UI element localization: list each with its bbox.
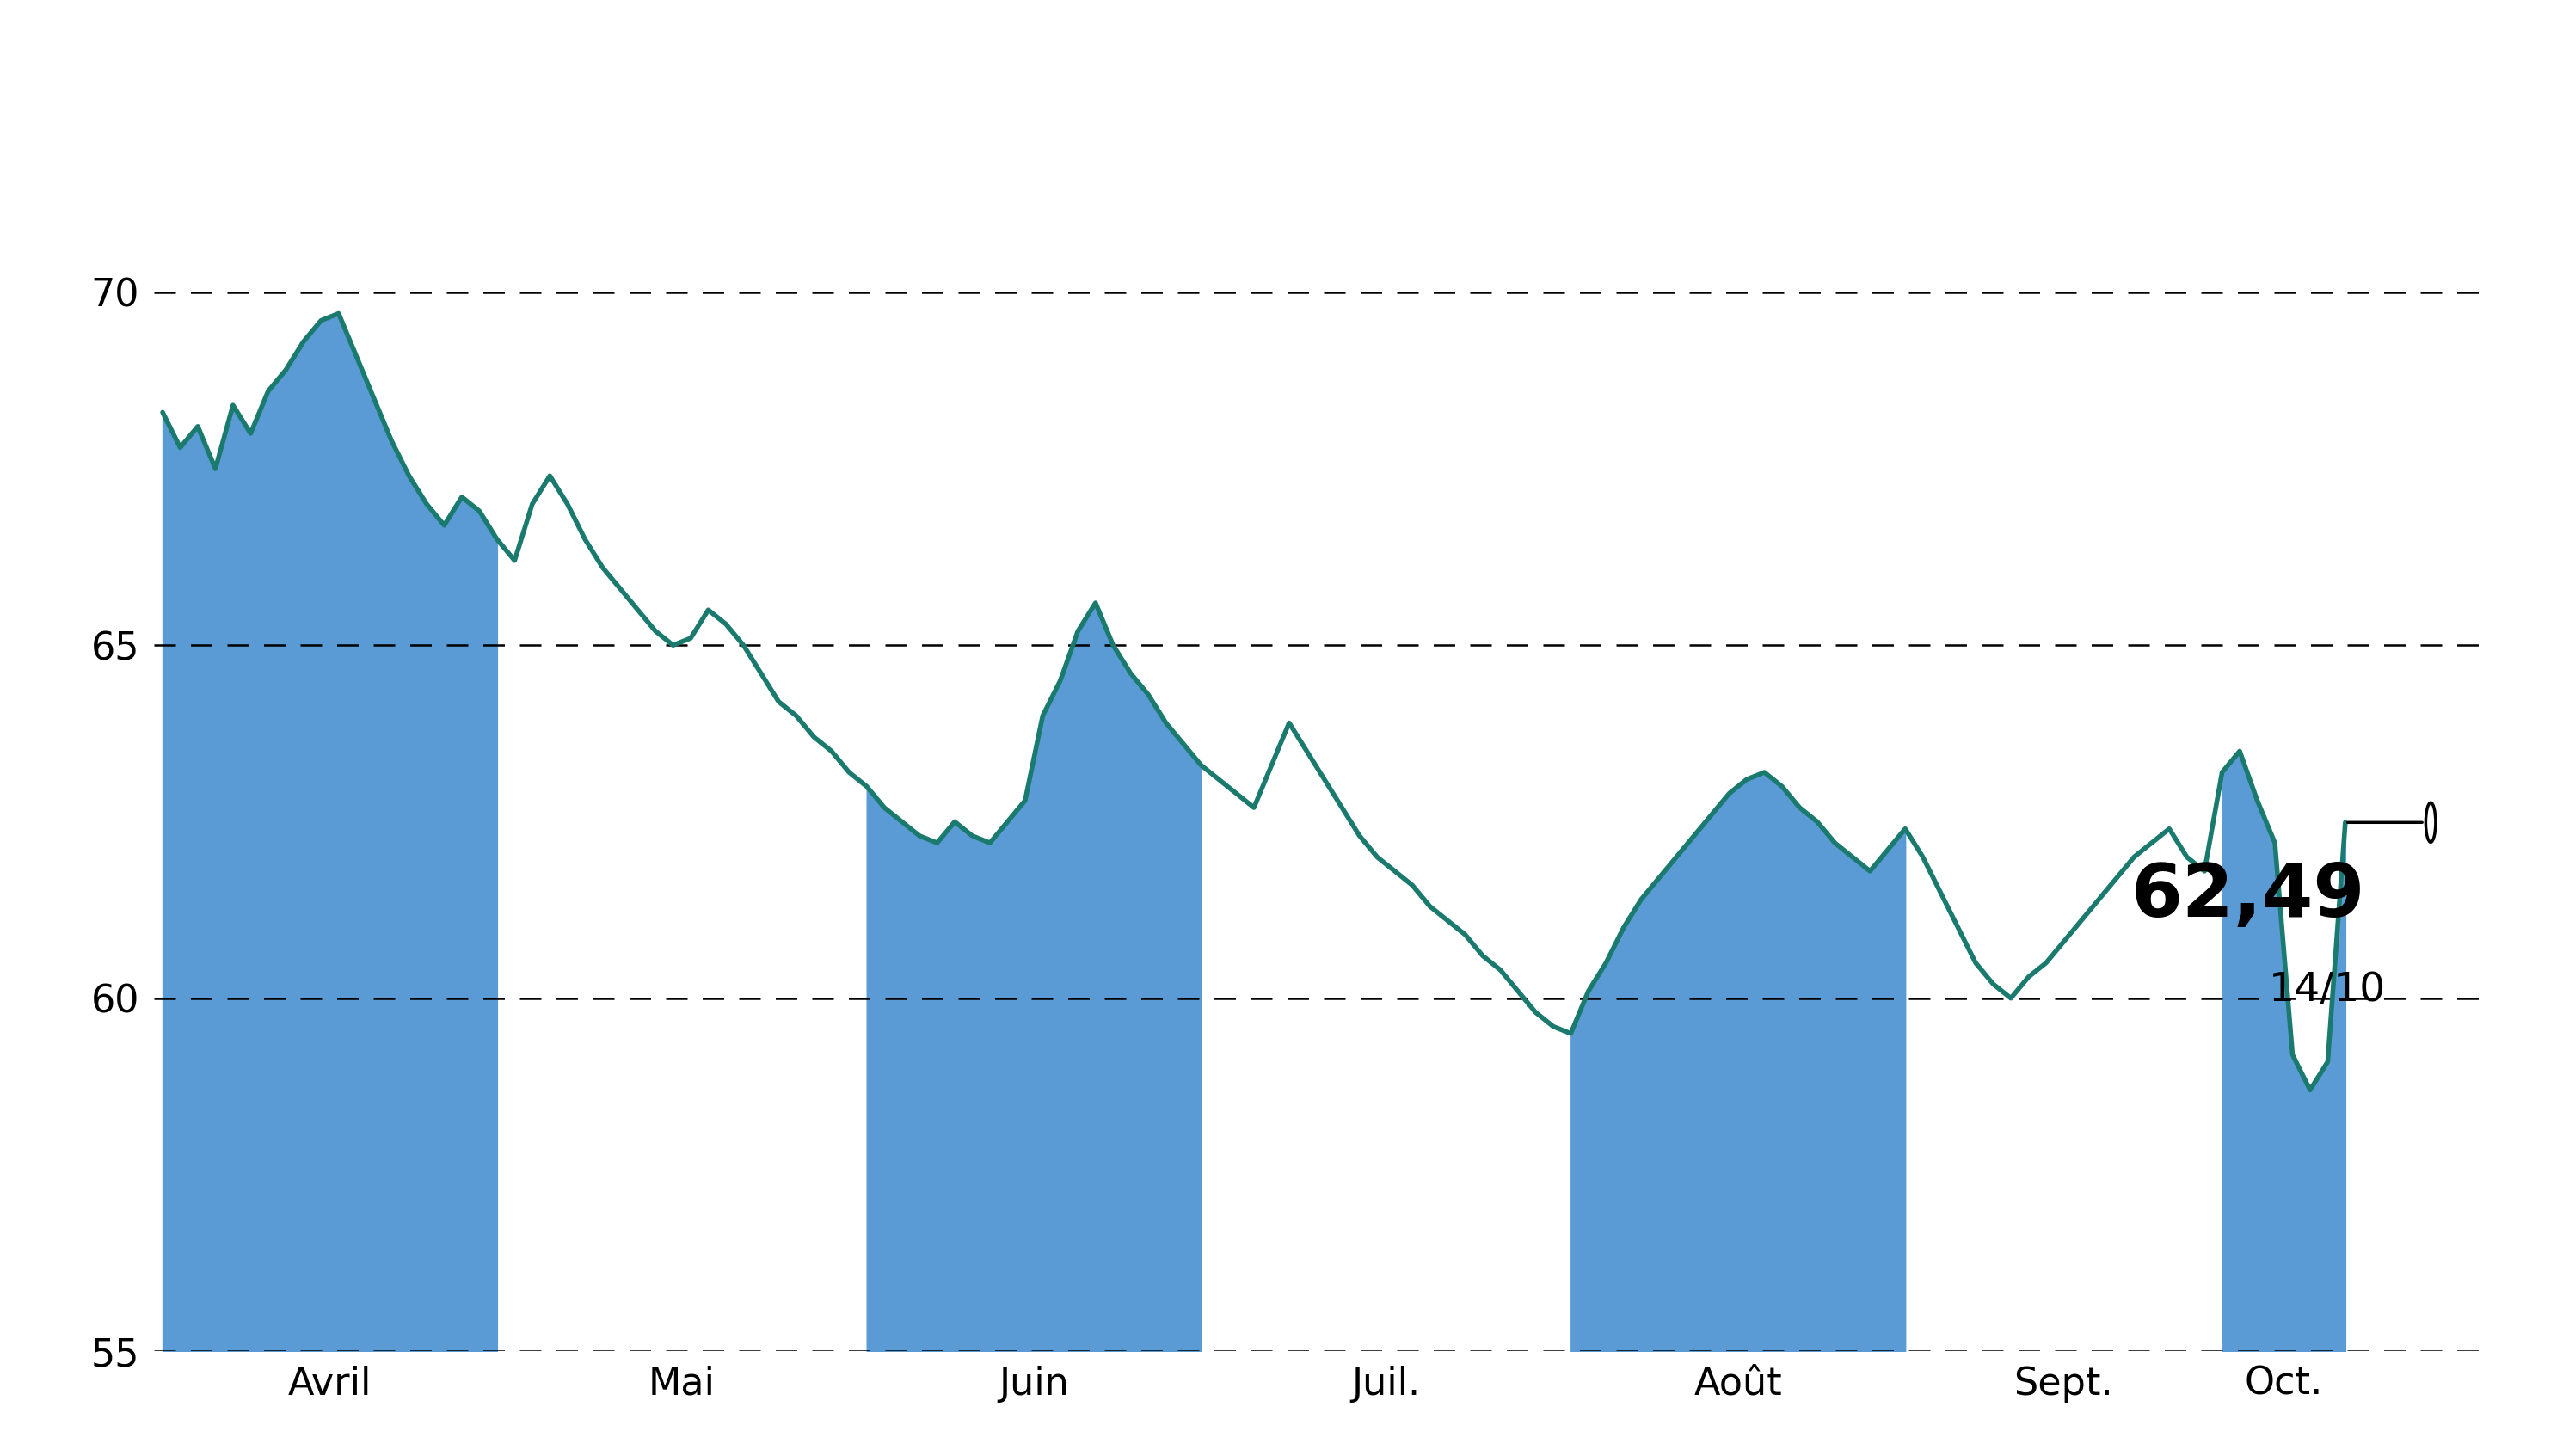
Text: TOTALENERGIES: TOTALENERGIES [792, 33, 1771, 138]
Circle shape [2425, 802, 2435, 842]
Text: 62,49: 62,49 [2132, 862, 2366, 933]
Text: 14/10: 14/10 [2268, 971, 2386, 1009]
